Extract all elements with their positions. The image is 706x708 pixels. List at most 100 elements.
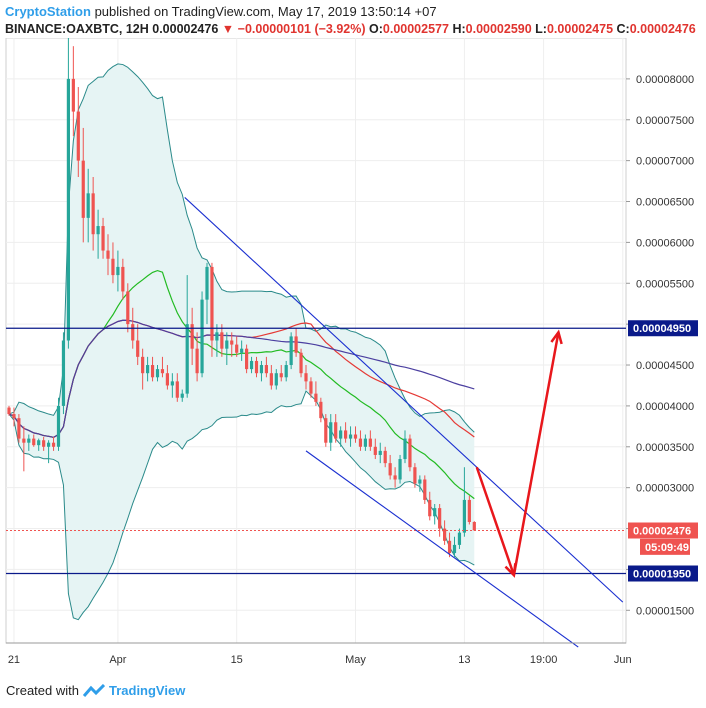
candle — [230, 332, 234, 357]
candle-body — [254, 360, 259, 374]
last-price: 0.00002476 — [152, 22, 219, 36]
candle — [443, 520, 447, 545]
candle-body — [165, 373, 169, 386]
candle — [413, 463, 417, 488]
high-label: H: — [452, 22, 466, 36]
time-tick-label: May — [345, 654, 366, 666]
candle — [457, 528, 462, 549]
candle — [339, 426, 343, 447]
candle-body — [259, 365, 264, 374]
candle — [383, 446, 387, 468]
candle-body — [27, 438, 31, 443]
candle-body — [264, 365, 268, 374]
author-name[interactable]: CryptoStation — [5, 4, 91, 19]
bollinger-lower — [8, 390, 475, 621]
price-tick-label: 0.00007500 — [636, 115, 694, 127]
candle — [428, 491, 432, 521]
footer: Created with TradingView — [6, 683, 185, 698]
candle-body — [447, 540, 452, 554]
candle-body — [66, 78, 70, 341]
candle-body — [106, 250, 110, 259]
candle — [180, 389, 184, 402]
candle-body — [71, 78, 75, 112]
candle — [235, 336, 239, 357]
candle — [76, 87, 80, 177]
candle-body — [101, 226, 105, 251]
close-label: C: — [616, 22, 630, 36]
candle — [12, 407, 16, 427]
candle-body — [324, 418, 328, 443]
candle-body — [17, 418, 21, 439]
candle — [27, 434, 31, 451]
candle — [269, 365, 273, 390]
candle — [462, 467, 466, 537]
candle-body — [12, 414, 16, 419]
candle — [344, 422, 348, 443]
candle-body — [284, 365, 288, 378]
candle — [408, 434, 412, 472]
candle — [373, 438, 377, 460]
trend-channel-lower — [305, 450, 579, 648]
price-change: −0.00000101 (−3.92%) — [237, 22, 366, 36]
candle-body — [388, 463, 392, 476]
candle-body — [294, 336, 298, 353]
candle — [284, 360, 288, 382]
candle-body — [81, 160, 85, 218]
candle — [259, 360, 264, 382]
candle-body — [433, 508, 437, 517]
candle — [32, 434, 36, 447]
candle-body — [210, 266, 214, 341]
candle-body — [126, 291, 130, 325]
candle — [66, 38, 70, 349]
candle — [106, 234, 110, 276]
candle-body — [378, 450, 382, 455]
candle-body — [150, 365, 155, 378]
candle-body — [472, 522, 476, 531]
created-with-text: Created with — [6, 683, 79, 698]
candle — [111, 242, 115, 284]
candle-body — [185, 324, 189, 394]
tradingview-brand[interactable]: TradingView — [108, 683, 186, 698]
candle-body — [76, 111, 80, 161]
price-axis[interactable]: 0.00008000 0.00007500 0.00007000 0.00006500… — [626, 74, 698, 617]
low-label: L: — [535, 22, 547, 36]
low-value: 0.00002475 — [546, 22, 614, 36]
candle-body — [220, 332, 224, 349]
candle-body — [452, 544, 457, 554]
time-axis[interactable]: 21 Apr 15 May 13 19:00 Jun — [6, 642, 632, 666]
candle-body — [245, 348, 249, 370]
candle — [264, 356, 268, 378]
candle-body — [339, 430, 343, 439]
candle — [309, 377, 313, 398]
candle-body — [403, 438, 407, 460]
symbol-label: BINANCE:OAXBTC, 12H — [5, 22, 149, 36]
candle — [423, 475, 427, 505]
price-chart[interactable]: 0.00008000 0.00007500 0.00007000 0.00006500… — [0, 38, 706, 708]
candle — [17, 414, 21, 443]
candle — [42, 436, 46, 451]
high-value: 0.00002590 — [465, 22, 532, 36]
drawings — [6, 197, 626, 648]
candle — [47, 440, 51, 464]
candle-body — [363, 438, 367, 447]
candle-body — [274, 373, 278, 386]
candle-body — [408, 438, 412, 468]
candle-body — [368, 438, 372, 447]
candle — [304, 365, 308, 390]
close-value: 0.00002476 — [629, 22, 696, 36]
candle-body — [86, 193, 90, 218]
time-tick-label: 15 — [231, 654, 243, 666]
candle-body — [358, 438, 363, 447]
candle — [215, 324, 219, 357]
candle-body — [398, 459, 402, 480]
price-label: 0.00004950 — [633, 323, 691, 335]
candle-body — [200, 299, 204, 374]
ma-100 — [8, 319, 475, 439]
candle-body — [146, 365, 150, 374]
price-tick-label: 0.00003000 — [636, 483, 694, 495]
candle-body — [22, 438, 26, 443]
candle-body — [170, 381, 174, 386]
bollinger-upper — [8, 63, 475, 433]
candle — [101, 217, 105, 259]
price-label-box — [628, 320, 698, 337]
